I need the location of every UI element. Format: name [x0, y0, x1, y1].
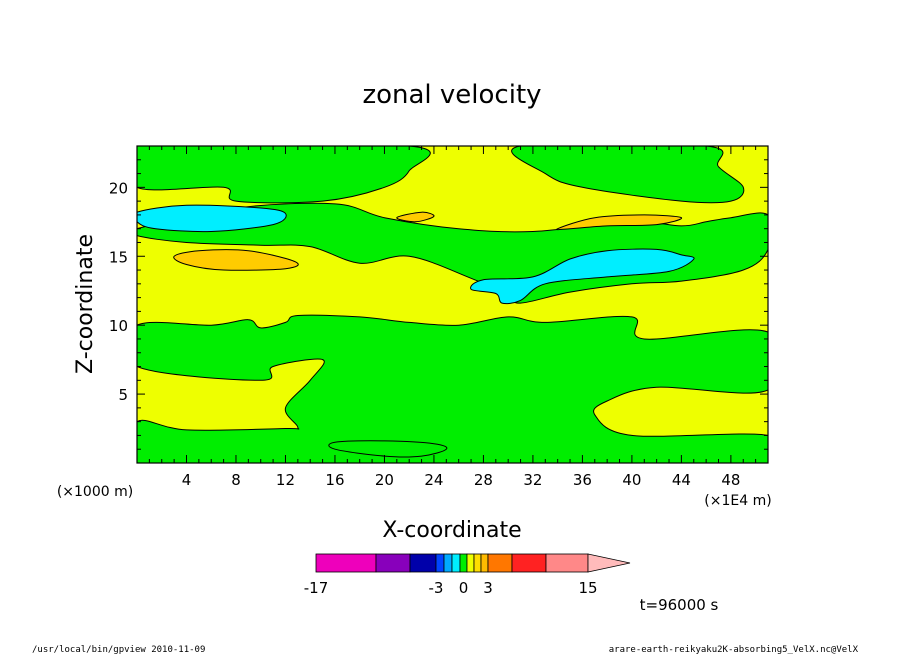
colorbar-band	[435, 553, 445, 573]
contour-region-negative_weak-0	[137, 314, 768, 463]
x-tick-label: 4	[182, 471, 192, 489]
colorbar-band	[451, 553, 461, 573]
y-tick-label: 15	[109, 248, 128, 266]
y-tick-label: 10	[109, 317, 128, 335]
contour-region-negative_mid-6	[470, 248, 695, 305]
contour-region-positive_mid-8	[556, 214, 682, 231]
colorbar-band	[443, 553, 453, 573]
footer-left: /usr/local/bin/gpview 2010-11-09	[32, 645, 205, 654]
colorbar-tick-label: 3	[483, 579, 493, 597]
x-tick-label: 44	[672, 471, 691, 489]
colorbar-band	[545, 553, 589, 573]
colorbar-band	[466, 553, 475, 573]
colorbar-band	[487, 553, 513, 573]
colorbar-band	[480, 553, 489, 573]
colorbar-overflow-arrow	[587, 553, 631, 573]
colorbar-band	[511, 553, 547, 573]
x-tick-label: 12	[276, 471, 295, 489]
x-tick-label: 40	[622, 471, 641, 489]
footer-right: arare-earth-reikyaku2K-absorbing5_VelX.n…	[609, 645, 859, 654]
x-scale-label: (×1E4 m)	[704, 493, 771, 509]
colorbar	[315, 553, 631, 573]
x-axis-label: X-coordinate	[382, 518, 521, 543]
x-tick-label: 20	[375, 471, 394, 489]
time-label: t=96000 s	[640, 596, 719, 614]
y-tick-label: 5	[118, 386, 128, 404]
contour-region-negative_weak-3	[137, 202, 768, 304]
x-tick-label: 48	[721, 471, 740, 489]
contour-region-negative_weak-2	[511, 146, 745, 204]
colorbar-band	[459, 553, 468, 573]
y-tick-label: 20	[109, 179, 128, 197]
colorbar-labels: -17 -3 0 3 15	[304, 579, 598, 597]
x-tick-label: 28	[474, 471, 493, 489]
colorbar-band	[375, 553, 411, 573]
contour-region-positive_mid-7	[173, 249, 299, 271]
colorbar-band	[315, 553, 377, 573]
colorbar-tick-label: -17	[304, 579, 329, 597]
plot-frame	[136, 145, 769, 464]
y-scale-label: (×1000 m)	[57, 484, 133, 500]
x-tick-label: 16	[325, 471, 344, 489]
colorbar-band	[409, 553, 437, 573]
contour-region-negative_weak-4	[328, 440, 448, 458]
contour-region-negative_weak-1	[137, 146, 431, 204]
contour-region-negative_mid-5	[137, 204, 287, 233]
colorbar-tick-label: 15	[578, 579, 597, 597]
y-axis-label: Z-coordinate	[73, 234, 98, 374]
chart-title: zonal velocity	[362, 80, 541, 110]
contour-region-positive_mid-9	[396, 211, 435, 223]
colorbar-tick-label: 0	[459, 579, 469, 597]
x-tick-label: 24	[424, 471, 443, 489]
x-tick-label: 8	[231, 471, 241, 489]
colorbar-band	[473, 553, 482, 573]
colorbar-tick-label: -3	[429, 579, 444, 597]
x-tick-label: 32	[523, 471, 542, 489]
x-tick-label: 36	[573, 471, 592, 489]
